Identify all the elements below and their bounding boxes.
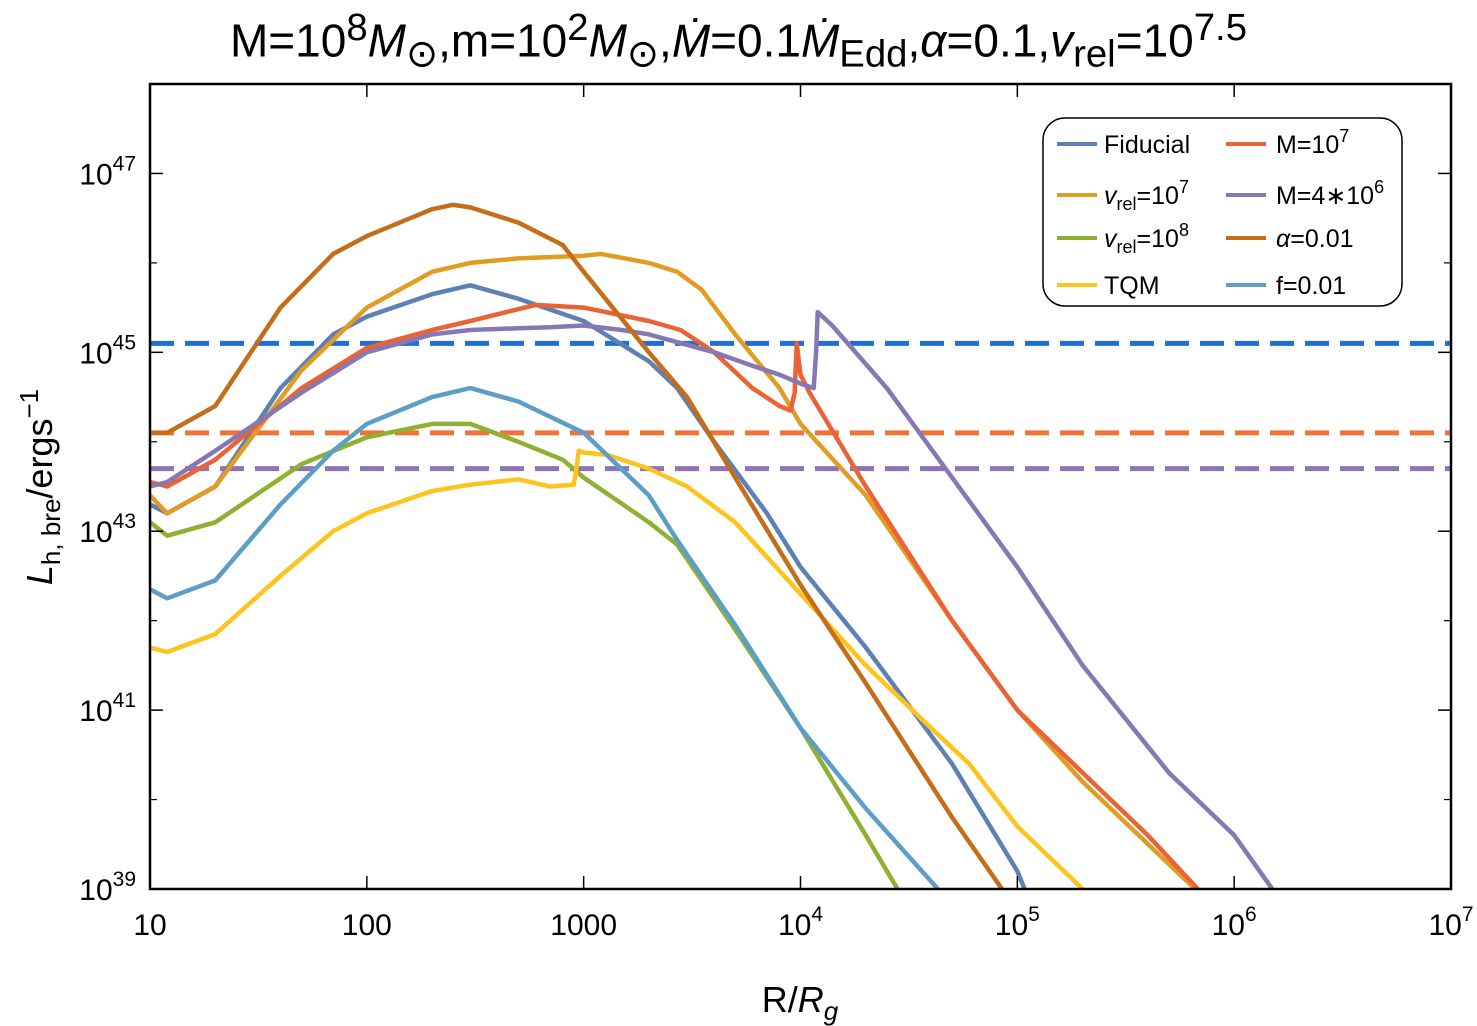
series-lines <box>150 202 1275 889</box>
legend-label-fiducial: Fiducial <box>1104 131 1190 159</box>
legend-label-m-4e6: M=4∗106 <box>1276 177 1384 210</box>
legend-box <box>1042 117 1403 307</box>
y-tick-label: 1039 <box>79 868 136 907</box>
legend-label-vrel-1e8: vrel=108 <box>1104 220 1189 257</box>
x-tick-label: 106 <box>1212 903 1257 942</box>
x-tick-label: 10 <box>133 909 166 942</box>
legend-label-tqm: TQM <box>1104 272 1160 300</box>
x-tick-label: 1000 <box>550 909 617 942</box>
series-line-m-4-10-6 <box>150 309 1275 889</box>
tick-labels: 10 100 1000 104 105 106 107 1039 1041 1043 1045 104… <box>79 152 1473 942</box>
y-tick-label: 1045 <box>79 331 136 370</box>
y-tick-label: 1047 <box>79 152 136 191</box>
series-line-fiducial <box>150 283 1027 889</box>
x-tick-label: 100 <box>342 909 392 942</box>
series-line-m-10-7 <box>150 302 1201 889</box>
reference-lines <box>150 340 1451 472</box>
x-tick-label: 104 <box>778 903 823 942</box>
legend-label-vrel-1e7: vrel=107 <box>1104 177 1189 214</box>
series-line-alpha-0-01 <box>150 202 1005 889</box>
y-tick-label: 1041 <box>79 689 136 728</box>
series-line-v-rel-10-8 <box>150 421 900 889</box>
series-line-tqm <box>150 448 1085 889</box>
x-tick-label: 105 <box>995 903 1040 942</box>
x-axis-label: R/Rg <box>762 979 839 1026</box>
chart-title: M=108M⊙,m=102M⊙,Ṁ=0.1ṀEdd,α=0.1,vrel=107… <box>229 6 1248 76</box>
legend-label-alpha: α=0.01 <box>1276 225 1354 253</box>
plot-frame <box>148 82 1453 891</box>
y-tick-label: 1043 <box>79 510 136 549</box>
x-tick-label: 107 <box>1428 903 1473 942</box>
series-line-f-0-01 <box>150 385 941 889</box>
series-line-v-rel-10-7 <box>150 251 1198 889</box>
y-axis-label: Lh, bre/ergs−1 <box>14 389 66 585</box>
legend-label-f: f=0.01 <box>1276 272 1346 300</box>
legend-label-m-1e7: M=107 <box>1276 126 1349 159</box>
legend: Fiducial vrel=107 vrel=108 TQM M=107 M=4… <box>1042 117 1403 307</box>
